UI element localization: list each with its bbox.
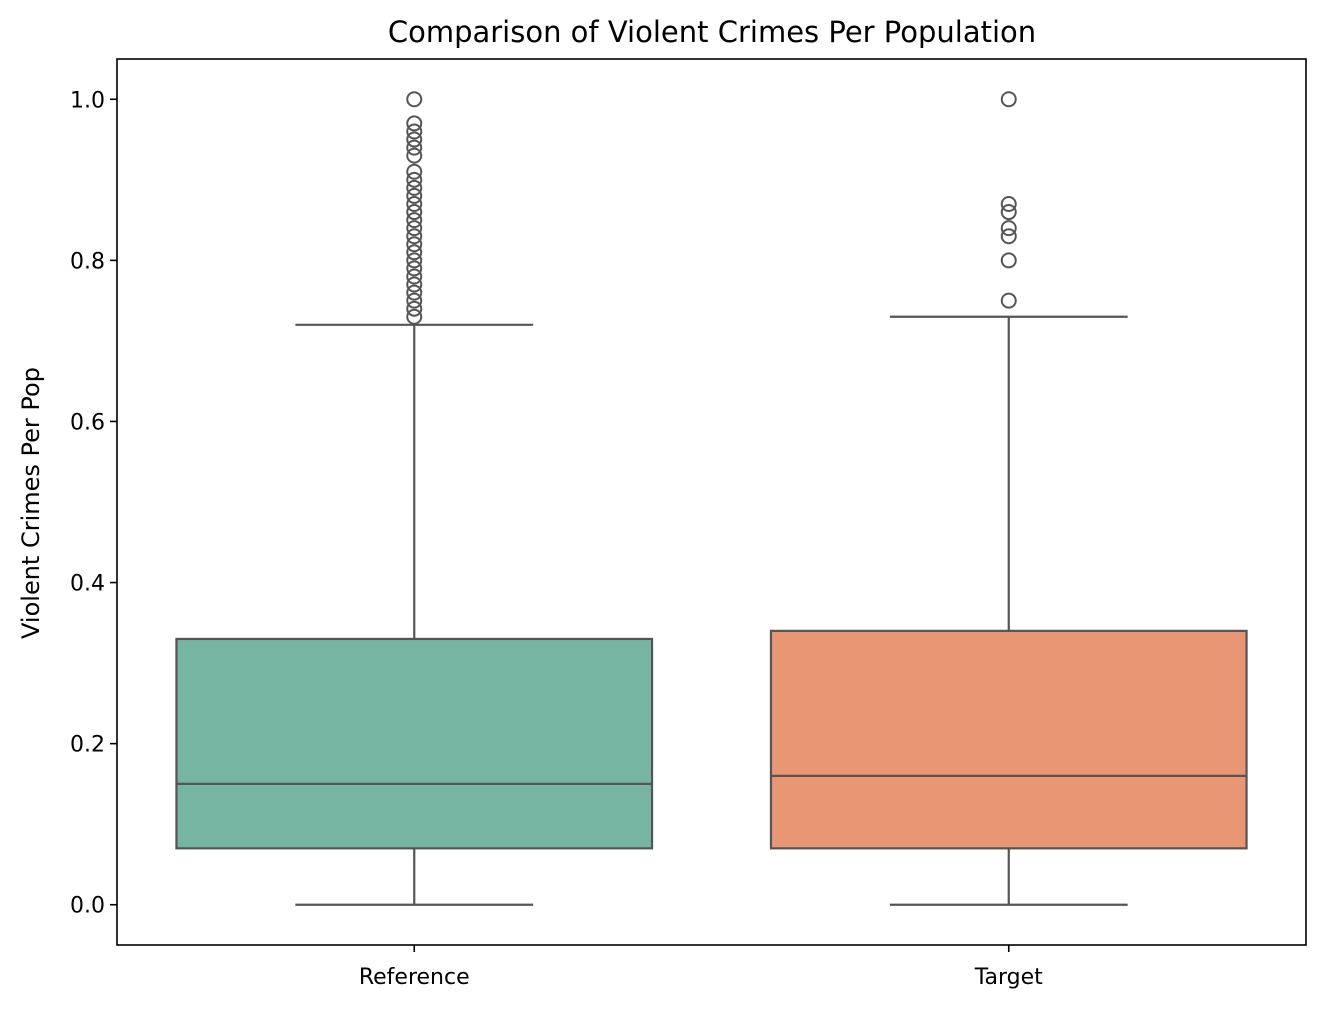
outlier-point-target [1000,91,1017,108]
chart-title: Comparison of Violent Crimes Per Populat… [388,15,1036,49]
outlier-point-reference [406,308,423,325]
outlier-point-reference [406,252,423,269]
outlier-point-reference [406,300,423,317]
outlier-point-reference [406,228,423,245]
y-tick-label: 0.8 [70,249,105,274]
y-tick-label: 0.4 [70,572,105,597]
outlier-point-reference [406,220,423,237]
box-target [769,629,1248,850]
outlier-point-reference [406,187,423,204]
outlier-point-reference [406,244,423,261]
box-reference [175,637,654,850]
outlier-point-reference [406,91,423,108]
outlier-point-reference [406,204,423,221]
outlier-point-reference [406,292,423,309]
outlier-point-reference [406,212,423,229]
outlier-point-reference [406,131,423,148]
outlier-point-reference [406,139,423,156]
outlier-point-reference [406,276,423,293]
x-tick-label: Reference [359,965,470,990]
axes-frame [116,58,1307,946]
y-tick-label: 0.0 [70,894,105,919]
x-tick-label: Target [974,965,1043,990]
outlier-point-reference [406,260,423,277]
outlier-point-target [1000,220,1017,237]
outlier-point-reference [406,163,423,180]
outlier-point-reference [406,115,423,132]
outlier-point-reference [406,179,423,196]
outlier-point-reference [406,236,423,253]
outlier-point-reference [406,171,423,188]
outlier-point-target [1000,204,1017,221]
y-tick-label: 0.2 [70,733,105,758]
outlier-point-reference [406,147,423,164]
plot-area: 0.0 0.2 0.4 0.6 0.8 1.0 Reference Target [70,88,1248,990]
outlier-point-target [1000,292,1017,309]
outlier-point-target [1000,228,1017,245]
outlier-point-reference [406,123,423,140]
outlier-point-reference [406,284,423,301]
y-tick-label: 1.0 [70,88,105,113]
outlier-point-reference [406,195,423,212]
y-tick-label: 0.6 [70,410,105,435]
outlier-point-target [1000,195,1017,212]
outlier-point-reference [406,268,423,285]
y-axis-label: Violent Crimes Per Pop [17,367,45,639]
outlier-point-target [1000,252,1017,269]
